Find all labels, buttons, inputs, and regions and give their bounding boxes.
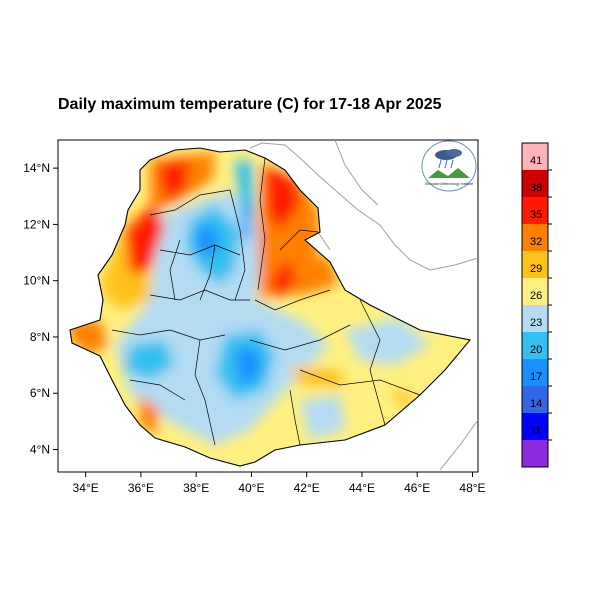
- neighbor-borders: [249, 139, 479, 471]
- colorbar-label: 14: [530, 398, 542, 410]
- lon-tick-label: 44°E: [349, 481, 375, 495]
- temperature-field: [70, 148, 470, 466]
- lat-tick-label: 8°N: [30, 330, 50, 344]
- lon-tick-label: 46°E: [404, 481, 430, 495]
- colorbar-swatch: [522, 224, 548, 251]
- country-outline: [69, 147, 472, 467]
- colorbar-swatch: [522, 332, 548, 359]
- colorbar-swatch: [522, 386, 548, 413]
- logo-caption: Ethiopian Meteorology Institute: [425, 182, 473, 186]
- colorbar-swatch: [522, 251, 548, 278]
- lat-tick-label: 10°N: [23, 274, 50, 288]
- latitude-axis: 4°N 6°N 8°N 10°N 12°N 14°N: [23, 161, 58, 456]
- colorbar-swatch: [522, 197, 548, 224]
- colorbar-swatch: [522, 278, 548, 305]
- plot-frame: [57, 139, 479, 473]
- lat-tick-label: 4°N: [30, 442, 50, 456]
- lon-tick-label: 34°E: [73, 481, 99, 495]
- colorbar-label: 35: [530, 209, 542, 221]
- lat-tick-label: 14°N: [23, 161, 50, 175]
- colorbar-label: 20: [530, 344, 542, 356]
- colorbar-swatch: [522, 440, 548, 467]
- colorbar-swatch: [522, 359, 548, 386]
- longitude-axis: 34°E 36°E 38°E 40°E 42°E 44°E 46°E 48°E: [73, 472, 486, 495]
- colorbar-label: 23: [530, 317, 542, 329]
- lon-tick-label: 36°E: [128, 481, 154, 495]
- lon-tick-label: 38°E: [183, 481, 209, 495]
- colorbar-label: 17: [530, 371, 542, 383]
- colorbar-swatch: [522, 170, 548, 197]
- colorbar-swatch: [522, 143, 548, 170]
- agency-logo: Ethiopian Meteorology Institute: [421, 140, 477, 192]
- colorbar-label: 41: [530, 155, 542, 167]
- colorbar-swatch: [522, 305, 548, 332]
- colorbar-label: 11: [530, 425, 541, 437]
- admin-boundaries: [111, 157, 421, 446]
- colorbar-label: 26: [530, 290, 542, 302]
- colorbar-label: 32: [530, 236, 542, 248]
- lon-tick-label: 42°E: [294, 481, 320, 495]
- lat-tick-label: 12°N: [23, 217, 50, 231]
- map-title: Daily maximum temperature (C) for 17-18 …: [58, 96, 442, 113]
- colorbar-swatch: [522, 413, 548, 440]
- colorbar: 41 38 35 32 29 26 23 20 17 14 11: [521, 142, 552, 468]
- lat-tick-label: 6°N: [30, 386, 50, 400]
- colorbar-label: 29: [530, 263, 542, 275]
- colorbar-label: 38: [530, 182, 542, 194]
- lon-tick-label: 48°E: [459, 481, 485, 495]
- lon-tick-label: 40°E: [238, 481, 264, 495]
